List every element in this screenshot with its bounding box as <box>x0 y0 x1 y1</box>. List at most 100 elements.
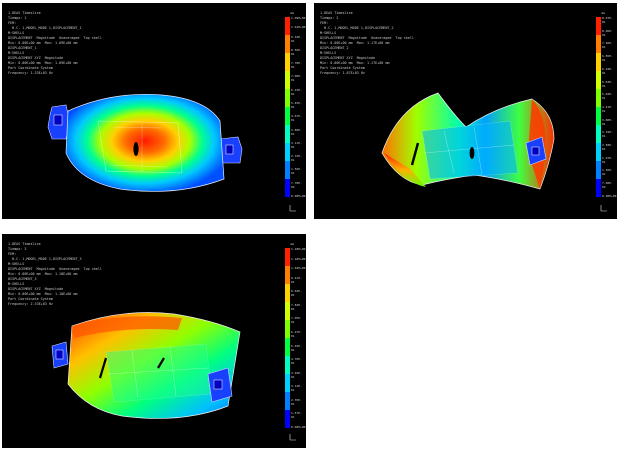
header-line: Part Coordinate System <box>320 66 365 70</box>
header-line: Min: 0.00E+00 mm Max: 1.18E+00 mm <box>8 292 78 296</box>
legend-tick-label: 3.19E-01 <box>602 130 613 139</box>
legend-tick-label: 3.14E-01 <box>291 384 302 393</box>
legend-tick-label: 3.89E-01 <box>291 127 302 136</box>
legend-tick-label: 9.41E-01 <box>291 275 302 284</box>
legend-tick-label: 4.41E-01 <box>602 104 613 113</box>
header-line: DISPLACEMENT_1 <box>8 46 37 50</box>
header-line: DISPLACEMENT Magnitude Unaveraged Top sh… <box>320 36 414 40</box>
coordinate-triad-icon <box>289 205 296 212</box>
header-line: M:SHELLS <box>8 262 25 266</box>
legend-tick-label: 6.85E-01 <box>602 54 613 63</box>
header-line: Frequency: 1.33E+03 Hz <box>8 71 53 75</box>
legend-tick-label: 5.45E-01 <box>291 100 302 109</box>
header-line: M:SHELLS <box>320 51 337 55</box>
legend-tick-label: 0.00E+00 <box>291 424 306 429</box>
legend-tick-label: 4.70E-01 <box>291 357 302 366</box>
legend-tick-label: 6.23E-01 <box>291 87 302 96</box>
legend-unit: mm <box>601 11 605 15</box>
legend-tick-label: 1.97E-01 <box>602 155 613 164</box>
legend-tick-label: 1.09E+00 <box>291 16 306 20</box>
header-line: M:SHELLS <box>8 31 25 35</box>
header-line: M:SHELLS <box>8 51 25 55</box>
fem-result-panel-mode-3: 1-DEAS Timeslice Tiempo: 3 FEM: B.C. 1,MOD… <box>2 234 306 448</box>
legend-tick-label: 7.00E-01 <box>291 74 302 83</box>
color-legend-ticks: 8.67E-01 8.06E-01 7.46E-01 6.85E-01 6.24E-01… <box>602 16 616 198</box>
legend-tick-label: 2.35E-01 <box>291 397 302 406</box>
legend-tick-label: 8.62E-01 <box>291 289 302 298</box>
header-line: Min: 0.00E+00 mm Max: 1.09E+00 mm <box>8 61 78 65</box>
legend-tick-label: 5.63E-01 <box>602 79 613 88</box>
legend-tick-label: 6.27E-01 <box>291 329 302 338</box>
legend-tick-label: 6.24E-01 <box>602 66 613 75</box>
fem-result-panel-mode-2: 1-DEAS Timeslice Tiempo: 2 FEM: B.C. 1,MOD… <box>314 3 617 219</box>
legend-tick-label: 8.67E-01 <box>602 16 613 24</box>
legend-tick-label: 3.11E-01 <box>291 140 302 149</box>
legend-tick-label: 2.33E-01 <box>291 154 302 163</box>
header-line: Min: 0.00E+00 mm Max: 1.09E+00 mm <box>8 41 78 45</box>
header-line: DISPLACEMENT Magnitude Unaveraged Top sh… <box>8 267 102 271</box>
legend-tick-label: 5.02E-01 <box>602 92 613 101</box>
header-line: FEM: <box>8 21 17 25</box>
header-line: Min: 0.00E+00 mm Max: 1.17E+00 mm <box>320 61 390 65</box>
header-line: B.C. 1,MODEL_MODE 1,DISPLACEMENT_1 <box>8 26 82 30</box>
legend-tick-label: 7.46E-01 <box>602 41 613 50</box>
header-line: B.C. 1,MODEL_MODE 1,DISPLACEMENT_3 <box>8 257 82 261</box>
color-legend-bar <box>596 17 601 197</box>
header-line: DISPLACEMENT_2 <box>320 46 349 50</box>
legend-tick-label: 0.00E+00 <box>602 193 617 198</box>
header-line: 1-DEAS Timeslice <box>8 11 41 15</box>
deformed-mesh-plot <box>51 312 241 419</box>
legend-tick-label: 1.18E+00 <box>291 247 306 251</box>
deformed-mesh-plot <box>381 92 555 190</box>
header-line: Min: 0.00E+00 mm Max: 1.17E+00 mm <box>320 41 390 45</box>
legend-tick-label: 7.84E-01 <box>291 302 302 311</box>
legend-unit: mm <box>290 242 294 246</box>
legend-tick-label: 7.05E-01 <box>291 316 302 325</box>
legend-tick-label: 1.10E+00 <box>291 256 306 261</box>
coordinate-triad-icon <box>289 434 296 441</box>
legend-tick-label: 3.80E-01 <box>602 117 613 126</box>
header-line: DISPLACEMENT XYZ Magnitude <box>320 56 376 60</box>
header-line: Min: 0.00E+00 mm Max: 1.18E+00 mm <box>8 272 78 276</box>
header-line: DISPLACEMENT XYZ Magnitude <box>8 56 64 60</box>
result-header-text: 1-DEAS Timeslice Tiempo: 1 FEM: B.C. 1,MOD… <box>8 11 102 76</box>
legend-tick-label: 7.60E-02 <box>602 181 613 190</box>
header-line: Part Coordinate System <box>8 297 53 301</box>
legend-tick-label: 1.57E-01 <box>291 411 302 420</box>
legend-tick-label: 4.67E-01 <box>291 114 302 123</box>
color-legend-bar <box>285 248 290 428</box>
legend-tick-label: 1.36E-01 <box>602 168 613 177</box>
header-line: 1-DEAS Timeslice <box>8 242 41 246</box>
legend-tick-label: 7.78E-01 <box>291 61 302 70</box>
legend-unit: mm <box>290 11 294 15</box>
legend-tick-label: 8.56E-01 <box>291 47 302 56</box>
legend-tick-label: 3.92E-01 <box>291 370 302 379</box>
header-line: Frequency: 2.33E+03 Hz <box>8 302 53 306</box>
header-line: M:SHELLS <box>320 31 337 35</box>
legend-tick-label: 1.02E+00 <box>291 266 306 271</box>
color-legend-ticks: 1.18E+00 1.10E+00 1.02E+00 9.41E-01 8.62E-01… <box>291 247 305 429</box>
coordinate-triad-icon <box>600 205 607 212</box>
header-line: B.C. 1,MODEL_MODE 1,DISPLACEMENT_2 <box>320 26 394 30</box>
header-line: DISPLACEMENT XYZ Magnitude <box>8 287 64 291</box>
header-line: DISPLACEMENT_3 <box>8 277 37 281</box>
legend-tick-label: 7.78E-02 <box>291 180 302 189</box>
header-line: Part Coordinate System <box>8 66 53 70</box>
header-line: Frequency: 1.87E+03 Hz <box>320 71 365 75</box>
header-line: 1-DEAS Timeslice <box>320 11 353 15</box>
header-line: DISPLACEMENT Magnitude Unaveraged Top sh… <box>8 36 102 40</box>
header-line: Tiempo: 3 <box>8 247 27 251</box>
result-header-text: 1-DEAS Timeslice Tiempo: 3 FEM: B.C. 1,MOD… <box>8 242 102 307</box>
header-line: FEM: <box>8 252 17 256</box>
legend-tick-label: 8.06E-01 <box>602 28 613 37</box>
legend-tick-label: 9.34E-01 <box>291 34 302 43</box>
legend-tick-label: 2.58E-01 <box>602 143 613 152</box>
header-line: FEM: <box>320 21 329 25</box>
fem-result-panel-mode-1: 1-DEAS Timeslice Tiempo: 1 FEM: B.C. 1,MOD… <box>2 3 306 219</box>
deformed-mesh-plot <box>47 94 243 192</box>
legend-tick-label: 0.00E+00 <box>291 193 306 198</box>
legend-tick-label: 1.01E+00 <box>291 25 306 30</box>
header-line: M:SHELLS <box>8 282 25 286</box>
header-line: Tiempo: 2 <box>320 16 339 20</box>
result-header-text: 1-DEAS Timeslice Tiempo: 2 FEM: B.C. 1,MOD… <box>320 11 414 76</box>
